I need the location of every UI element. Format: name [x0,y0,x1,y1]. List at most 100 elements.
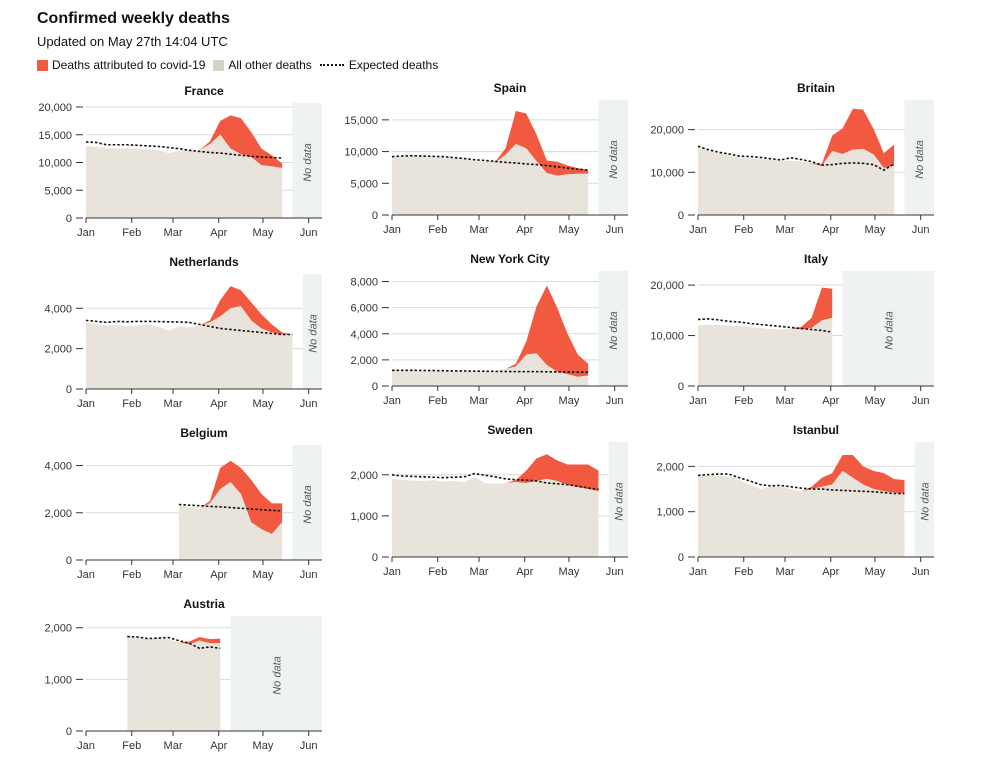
y-tick-label: 10,000 [344,147,378,159]
y-tick-label: 10,000 [650,167,684,179]
x-tick-label: May [865,395,886,407]
y-tick-label: 0 [678,552,684,564]
x-tick-label: Apr [210,569,227,581]
x-tick-label: Mar [164,398,183,410]
no-data-label: No data [608,311,620,350]
x-tick-label: Feb [122,740,141,752]
expected-deaths-line [85,141,283,159]
no-data-region [292,103,322,218]
x-tick-label: Mar [164,740,183,752]
covid-deaths-area [127,635,221,645]
other-deaths-area [392,476,599,557]
y-tick-label: 0 [66,384,72,396]
no-data-region [230,616,322,731]
x-tick-label: May [865,224,886,236]
chart-belgium: Belgium 0 2,000 4,000 Jan Feb Mar Apr May Jun No d… [44,426,322,581]
legend-swatch-covid [37,59,48,71]
other-deaths-area [86,306,293,389]
x-tick-label: Mar [776,395,795,407]
x-tick-label: Jan [383,224,401,236]
no-data-region [598,271,628,386]
no-data-label: No data [608,140,620,179]
chart-sweden: Sweden 0 1,000 2,000 Jan Feb Mar Apr May Jun No da… [350,423,628,578]
legend-item-expected: Expected deaths [319,58,438,72]
x-tick-label: Jun [606,224,624,236]
x-tick-label: May [253,398,274,410]
x-tick-label: Apr [822,566,839,578]
x-tick-label: Apr [516,395,533,407]
no-data-region [608,442,628,557]
x-tick-label: Feb [734,395,753,407]
y-tick-label: 2,000 [656,461,684,473]
page-title: Confirmed weekly deaths [37,10,230,27]
other-deaths-area [392,353,589,386]
no-data-region [904,100,934,215]
chart-title: Britain [797,81,835,95]
no-data-region [302,274,322,389]
x-tick-label: May [559,566,580,578]
expected-deaths-line [392,369,589,374]
x-tick-label: May [865,566,886,578]
no-data-label: No data [613,482,625,521]
x-tick-label: Feb [428,224,447,236]
other-deaths-area [392,143,589,215]
y-tick-label: 0 [66,555,72,567]
x-tick-label: Apr [210,740,227,752]
x-tick-label: Jan [77,740,95,752]
x-tick-label: Feb [122,398,141,410]
x-tick-label: Apr [822,224,839,236]
x-tick-label: May [253,740,274,752]
y-tick-label: 0 [678,210,684,222]
chart-italy: Italy 0 10,000 20,000 Jan Feb Mar Apr May Jun No d… [650,252,934,407]
x-tick-label: Jun [300,227,318,239]
chart-britain: Britain 0 10,000 20,000 Jan Feb Mar Apr May Jun No… [650,81,934,236]
expected-deaths-line [391,472,599,490]
other-deaths-area [178,482,283,560]
expected-deaths-line [127,635,221,650]
chart-austria: Austria 0 1,000 2,000 Jan Feb Mar Apr May Jun No d… [44,597,322,752]
chart-title: Istanbul [793,423,839,437]
x-tick-label: Feb [734,566,753,578]
x-tick-label: Jan [689,224,707,236]
chart-title: Spain [494,81,527,95]
legend: Deaths attributed to covid-19 All other … [37,58,446,72]
y-tick-label: 1,000 [656,507,684,519]
x-tick-label: Jan [77,398,95,410]
y-tick-label: 2,000 [350,470,378,482]
no-data-region [292,445,322,560]
no-data-label: No data [919,482,931,521]
y-tick-label: 20,000 [650,125,684,137]
no-data-label: No data [883,311,895,350]
y-tick-label: 2,000 [44,344,72,356]
expected-deaths-line [391,154,589,171]
x-tick-label: Jun [912,566,930,578]
covid-deaths-area [86,286,293,335]
x-tick-label: Apr [516,224,533,236]
covid-deaths-area [178,460,283,535]
y-tick-label: 0 [66,213,72,225]
expected-deaths-line [85,319,293,336]
expected-deaths-line [697,473,905,495]
x-tick-label: Jan [383,566,401,578]
legend-item-covid: Deaths attributed to covid-19 [37,58,205,72]
y-tick-label: 10,000 [650,331,684,343]
x-tick-label: Jan [77,227,95,239]
y-tick-label: 2,000 [350,355,378,367]
y-tick-label: 0 [372,210,378,222]
y-tick-label: 5,000 [44,185,72,197]
no-data-region [598,100,628,215]
no-data-region [914,442,934,557]
y-tick-label: 4,000 [44,461,72,473]
x-tick-label: Mar [164,227,183,239]
x-tick-label: Apr [210,227,227,239]
chart-new-york-city: New York City 0 2,000 4,000 6,000 8,000 Jan Feb… [350,252,628,407]
x-tick-label: Jun [300,398,318,410]
covid-deaths-area [698,287,833,330]
y-tick-label: 6,000 [350,303,378,315]
x-tick-label: Feb [122,569,141,581]
expected-deaths-line [178,503,283,512]
chart-title: Netherlands [169,255,239,269]
legend-swatch-other [213,59,225,71]
y-tick-label: 5,000 [350,178,378,190]
no-data-label: No data [302,485,314,524]
